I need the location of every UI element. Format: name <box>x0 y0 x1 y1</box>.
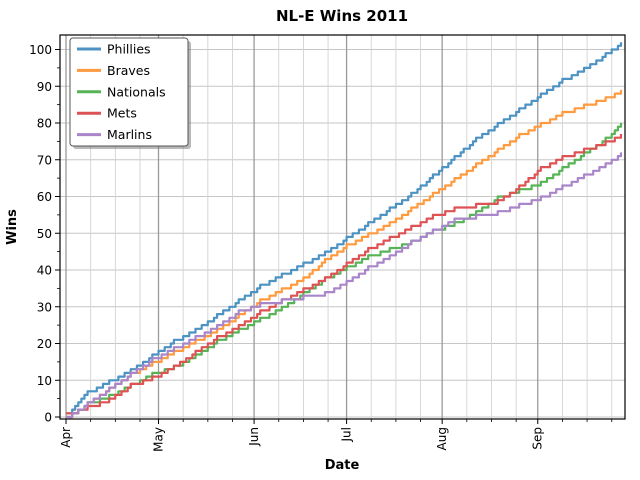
legend-label-marlins: Marlins <box>107 127 152 142</box>
x-tick-label: Aug <box>435 427 449 450</box>
x-tick-labels: Apr May Jun Jul Aug Sep <box>59 427 545 452</box>
legend-label-braves: Braves <box>107 63 150 78</box>
series-line-phillies <box>66 42 623 415</box>
y-tick-label: 0 <box>44 411 52 425</box>
y-tick-label: 100 <box>29 43 52 57</box>
y-tick-label: 80 <box>37 117 52 131</box>
axis-ticks <box>55 49 613 424</box>
y-tick-label: 10 <box>37 374 52 388</box>
y-tick-label: 60 <box>37 190 52 204</box>
legend-label-nationals: Nationals <box>107 84 166 99</box>
x-tick-label: Apr <box>59 427 73 448</box>
chart-title: NL-E Wins 2011 <box>276 7 408 25</box>
series-lines <box>66 42 623 419</box>
series-line-braves <box>66 89 623 419</box>
series-line-mets <box>66 134 623 415</box>
y-tick-label: 20 <box>37 337 52 351</box>
legend-label-phillies: Phillies <box>107 42 151 57</box>
x-axis-label: Date <box>325 458 360 473</box>
x-tick-label: Jun <box>247 427 261 447</box>
y-tick-label: 90 <box>37 80 52 94</box>
legend-box <box>69 37 189 147</box>
x-tick-label: Jul <box>340 427 354 442</box>
plot-border <box>59 34 626 420</box>
x-tick-label: May <box>151 427 165 452</box>
y-tick-label: 70 <box>37 153 52 167</box>
y-tick-label: 50 <box>37 227 52 241</box>
series-line-marlins <box>66 152 623 419</box>
y-tick-label: 40 <box>37 264 52 278</box>
legend: Phillies Braves Nationals Mets Marlins <box>69 37 191 149</box>
y-tick-labels: 0 10 20 30 40 50 60 70 80 90 100 <box>29 43 52 425</box>
x-tick-label: Sep <box>531 427 545 450</box>
y-tick-label: 30 <box>37 300 52 314</box>
legend-label-mets: Mets <box>107 106 137 121</box>
y-axis-label: Wins <box>5 209 20 245</box>
